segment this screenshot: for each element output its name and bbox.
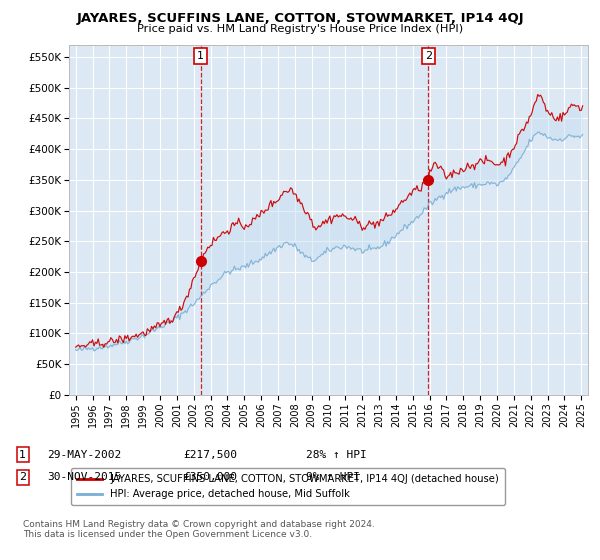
Text: 2: 2 (425, 51, 432, 61)
Text: 28% ↑ HPI: 28% ↑ HPI (306, 450, 367, 460)
Text: 2: 2 (19, 472, 26, 482)
Text: £350,000: £350,000 (183, 472, 237, 482)
Text: 1: 1 (197, 51, 204, 61)
Text: 1: 1 (19, 450, 26, 460)
Text: Contains HM Land Registry data © Crown copyright and database right 2024.
This d: Contains HM Land Registry data © Crown c… (23, 520, 374, 539)
Text: 30-NOV-2015: 30-NOV-2015 (47, 472, 121, 482)
Text: Price paid vs. HM Land Registry's House Price Index (HPI): Price paid vs. HM Land Registry's House … (137, 24, 463, 34)
Text: JAYARES, SCUFFINS LANE, COTTON, STOWMARKET, IP14 4QJ: JAYARES, SCUFFINS LANE, COTTON, STOWMARK… (76, 12, 524, 25)
Text: 29-MAY-2002: 29-MAY-2002 (47, 450, 121, 460)
Text: £217,500: £217,500 (183, 450, 237, 460)
Legend: JAYARES, SCUFFINS LANE, COTTON, STOWMARKET, IP14 4QJ (detached house), HPI: Aver: JAYARES, SCUFFINS LANE, COTTON, STOWMARK… (71, 468, 505, 505)
Text: 9% ↑ HPI: 9% ↑ HPI (306, 472, 360, 482)
